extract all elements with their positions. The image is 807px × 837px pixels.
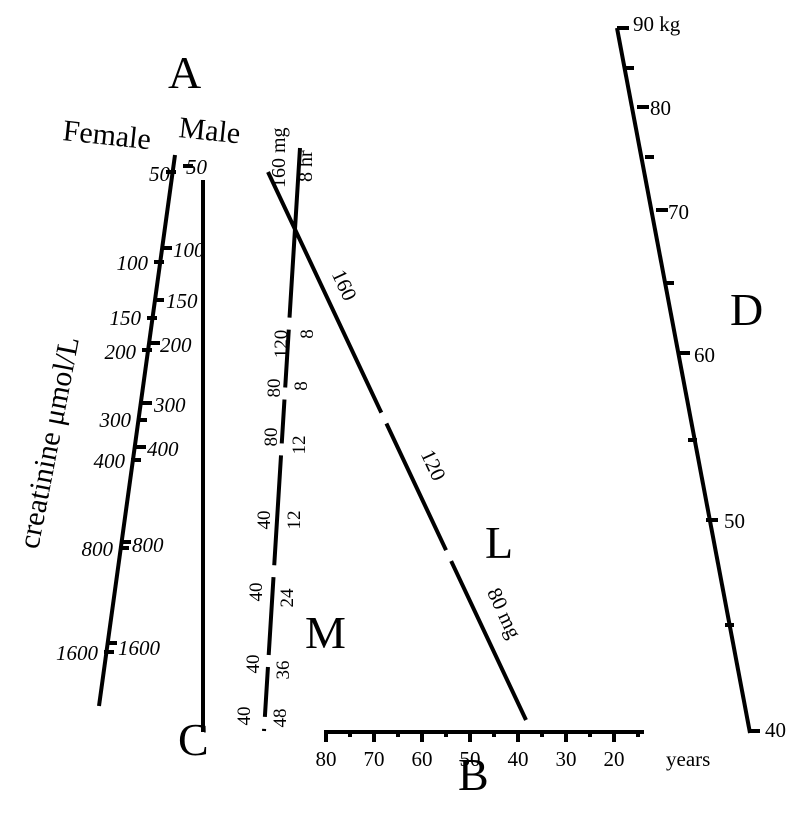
female-creatinine-scale: 50 100 150 200 300 400 800 1600 (56, 154, 177, 707)
m-dose-label: 40 (234, 707, 255, 726)
m-dose-label: 40 (246, 583, 267, 602)
female-tick-label: 100 (117, 251, 149, 275)
m-head-mg-label: 160 mg (268, 127, 290, 188)
male-tick-label: 150 (166, 289, 198, 313)
l-tick-label: 160 (327, 266, 362, 305)
m-axis-line (262, 147, 302, 732)
l-tick-label: 80 mg (482, 584, 526, 643)
age-unit-label: years (666, 747, 710, 771)
axis-letter-b: B (458, 749, 489, 800)
axis-letter-l: L (485, 517, 513, 568)
weight-axis-line (615, 27, 752, 734)
l-tick-label: 120 (416, 446, 451, 485)
m-dose-label: 40 (254, 511, 275, 530)
axis-letter-a: A (168, 47, 201, 98)
female-tick-label: 300 (99, 408, 132, 432)
weight-tick-label: 60 (694, 343, 715, 367)
axis-letter-m: M (305, 607, 346, 658)
m-interval-label: 12 (289, 436, 310, 455)
m-dose-label: 80 (264, 379, 285, 398)
male-tick-label: 200 (160, 333, 192, 357)
m-interval-label: 12 (284, 511, 305, 530)
weight-tick-label: 70 (668, 200, 689, 224)
female-tick-label: 50 (149, 162, 171, 186)
creatinine-axis-label: creatinine μmol/L (12, 334, 85, 552)
m-dose-interval-scale: 160 mg 8 hr 120 8 80 8 80 12 40 12 40 24… (234, 127, 318, 732)
male-tick-label: 800 (132, 533, 164, 557)
female-heading: Female (61, 114, 152, 156)
male-tick-label: 1600 (118, 636, 161, 660)
m-interval-label: 24 (277, 588, 298, 608)
male-tick-label: 50 (186, 155, 208, 179)
age-tick-label: 60 (412, 747, 433, 771)
male-heading: Male (177, 111, 242, 150)
female-tick-label: 800 (82, 537, 114, 561)
m-interval-label: 8 (297, 329, 318, 339)
female-tick-label: 1600 (56, 641, 99, 665)
age-tick-label: 30 (556, 747, 577, 771)
age-tick-label: 50 (460, 747, 481, 771)
female-tick-label: 200 (105, 340, 137, 364)
age-scale: 80 70 60 50 40 30 20 years (316, 730, 710, 771)
age-tick-label: 40 (508, 747, 529, 771)
weight-tick-label: 80 (650, 96, 671, 120)
weight-scale: 90 kg 80 70 60 50 40 (615, 12, 786, 742)
m-dose-label: 80 (261, 428, 282, 447)
m-dose-label: 40 (243, 655, 264, 674)
axis-letter-d: D (730, 284, 763, 335)
weight-tick-label: 90 kg (633, 12, 681, 36)
age-tick-label: 70 (364, 747, 385, 771)
weight-tick-label: 40 (765, 718, 786, 742)
m-interval-label: 48 (270, 709, 291, 728)
male-tick-label: 100 (173, 238, 205, 262)
m-interval-label: 8 (291, 381, 312, 391)
male-creatinine-scale: 50 100 150 200 300 400 800 1600 (107, 155, 208, 732)
male-tick-label: 300 (153, 393, 186, 417)
m-head-hr-label: 8 hr (295, 150, 317, 182)
m-dose-label: 120 (271, 330, 292, 359)
age-tick-label: 20 (604, 747, 625, 771)
m-interval-label: 36 (273, 661, 294, 680)
female-tick-label: 150 (110, 306, 142, 330)
male-tick-label: 400 (147, 437, 179, 461)
weight-tick-label: 50 (724, 509, 745, 533)
female-tick-label: 400 (94, 449, 126, 473)
age-tick-label: 80 (316, 747, 337, 771)
l-axis-line (266, 171, 528, 721)
